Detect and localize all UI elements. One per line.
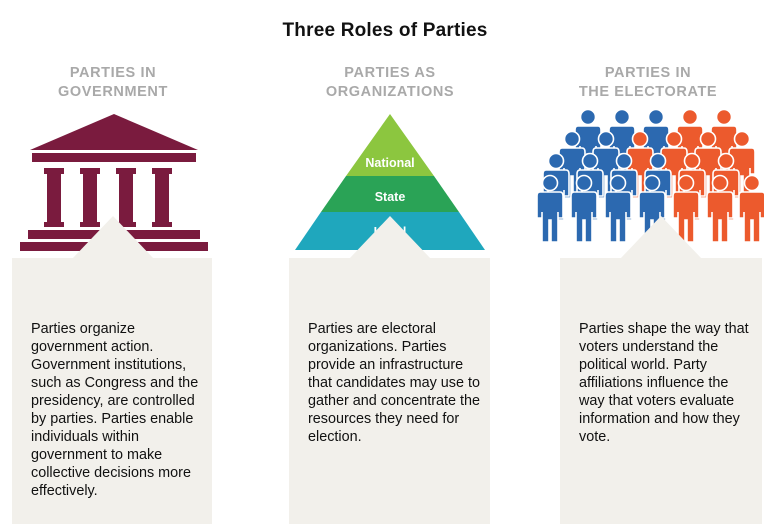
pyramid-icon: National State Local — [295, 114, 485, 250]
card-parties-in-the-electorate: Parties shape the way that voters unders… — [560, 216, 762, 524]
pyramid-label-national: National — [365, 156, 414, 170]
card-parties-as-organizations: Parties are electoral organizations. Par… — [289, 216, 490, 524]
callout-pointer — [620, 216, 702, 259]
diagram-title: Three Roles of Parties — [282, 20, 488, 41]
pyramid-level-national — [346, 114, 434, 176]
voter-figure — [672, 174, 700, 243]
voter-figure — [570, 174, 598, 243]
heading-parties-in-government: PARTIES IN GOVERNMENT — [58, 65, 168, 100]
card-text: Parties are electoral organizations. Par… — [308, 321, 481, 445]
callout-pointer — [349, 216, 431, 259]
heading-parties-in-the-electorate: PARTIES IN THE ELECTORATE — [578, 65, 718, 100]
voter-figure — [604, 174, 632, 243]
heading-parties-as-organizations: PARTIES AS ORGANIZATIONS — [325, 65, 455, 100]
card-parties-in-government: Parties organize government action. Gove… — [12, 216, 212, 524]
crowd-of-voters-icon — [536, 108, 764, 243]
callout-pointer — [72, 216, 154, 259]
voter-figure — [536, 174, 564, 243]
card-text: Parties organize government action. Gove… — [31, 321, 199, 499]
card-text: Parties shape the way that voters unders… — [579, 321, 749, 445]
pyramid-level-state — [321, 176, 459, 212]
voter-figure — [706, 174, 734, 243]
pyramid-label-state: State — [375, 190, 406, 204]
voter-figure — [738, 174, 764, 243]
